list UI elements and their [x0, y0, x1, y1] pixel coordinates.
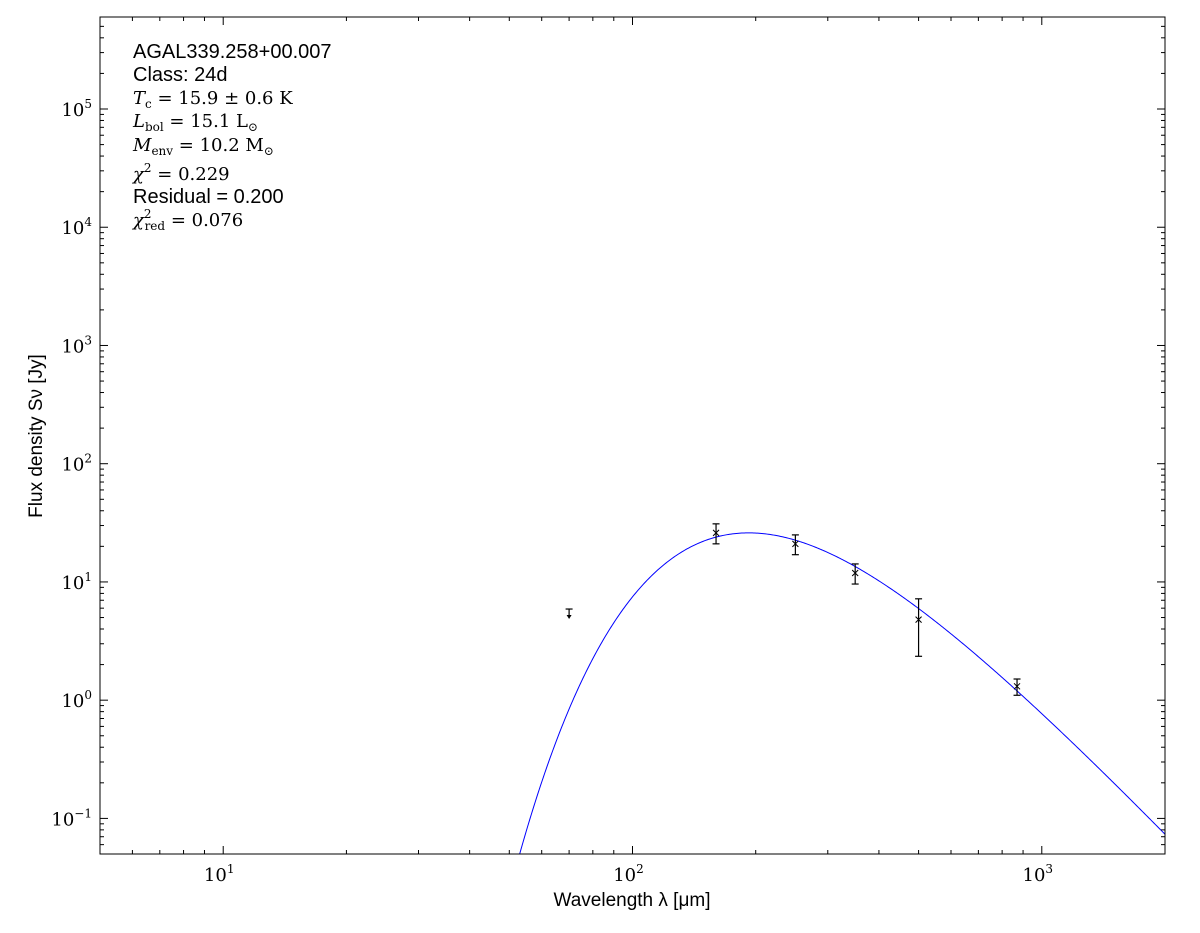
y-tick-label: 102: [61, 452, 92, 476]
data-points-layer: [565, 523, 1021, 696]
data-point: [851, 563, 859, 585]
luminosity-label: Lbol = 15.1 L⊙: [132, 111, 258, 134]
x-marker: [792, 540, 799, 548]
annotation-block: AGAL339.258+00.007 Class: 24d Tc = 15.9 …: [131, 41, 332, 233]
ticks-layer: [99, 16, 1166, 855]
x-marker: [1013, 682, 1021, 690]
chi2-red-label: χ2 red = 0.076: [131, 207, 243, 233]
tick-labels-layer: 101 102 103 10−1 100 101 102 103 104 105: [51, 97, 1053, 886]
data-point: [1013, 678, 1021, 696]
y-tick-label: 100: [61, 688, 92, 712]
y-tick-label: 10−1: [51, 806, 92, 830]
data-point: [791, 534, 799, 556]
temperature-label: Tc = 15.9 ± 0.6 K: [133, 88, 293, 111]
y-tick-label: 101: [61, 570, 92, 594]
y-tick-label: 103: [61, 333, 92, 357]
x-marker: [915, 616, 922, 623]
data-point: [915, 598, 923, 657]
y-tick-label: 105: [61, 97, 92, 121]
x-marker: [851, 569, 859, 577]
y-tick-label: 104: [61, 215, 92, 239]
mass-label: Menv = 10.2 M⊙: [132, 135, 274, 158]
class-label: Class: 24d: [133, 64, 228, 86]
x-axis-label: Wavelength λ [μm]: [553, 890, 710, 911]
chi2-label: χ2 = 0.229: [131, 161, 230, 185]
source-name: AGAL339.258+00.007: [133, 41, 332, 63]
upper-limit-arrow: [566, 615, 572, 620]
model-curve-layer: [519, 532, 1165, 854]
y-axis-label: Flux density Sν [Jy]: [26, 354, 47, 518]
model-curve: [519, 532, 1165, 854]
x-tick-label: 101: [204, 862, 235, 886]
x-tick-label: 103: [1023, 862, 1054, 886]
x-tick-label: 102: [613, 862, 644, 886]
data-point: [712, 523, 720, 545]
upper-limit: [565, 608, 573, 620]
residual-label: Residual = 0.200: [133, 186, 284, 208]
x-marker: [712, 529, 720, 537]
